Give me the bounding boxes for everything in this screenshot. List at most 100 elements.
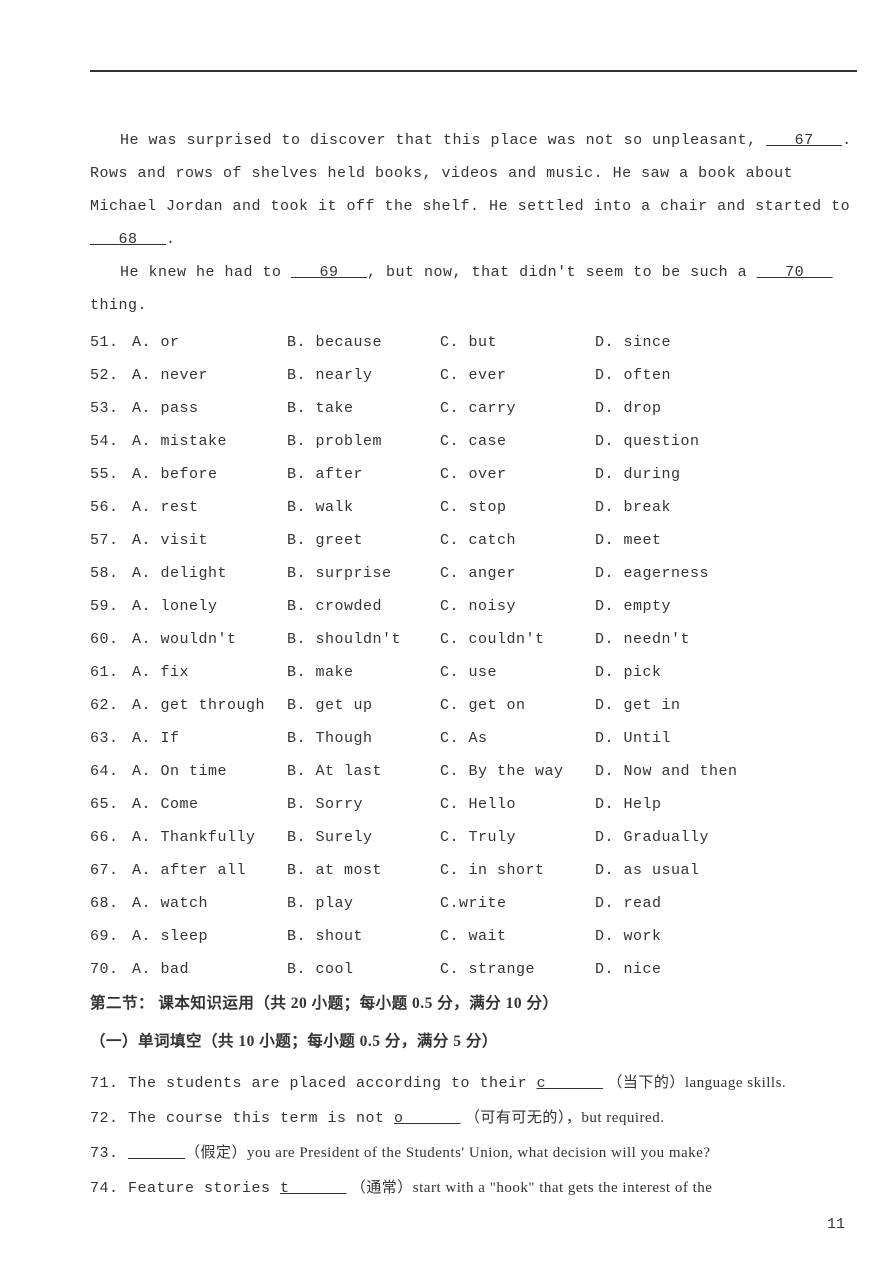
page-number: 11 <box>827 1216 845 1233</box>
passage-text: thing. <box>90 297 147 314</box>
fill-text: 72. The course this term is not <box>90 1110 394 1127</box>
passage-paragraph-2: He knew he had to 69 , but now, that did… <box>90 256 857 322</box>
option-b: B. get up <box>287 689 440 722</box>
option-number: 65. <box>90 788 132 821</box>
blank-68: 68 <box>90 231 166 248</box>
option-c: C. By the way <box>440 755 595 788</box>
passage-text: . <box>166 231 176 248</box>
blank-69: 69 <box>291 264 367 281</box>
option-a: A. mistake <box>132 425 287 458</box>
option-d: D. nice <box>595 953 857 986</box>
option-number: 68. <box>90 887 132 920</box>
option-a: A. fix <box>132 656 287 689</box>
option-c: C. in short <box>440 854 595 887</box>
blank-67: 67 <box>766 132 842 149</box>
subsection-header: （一）单词填空（共 10 小题；每小题 0.5 分，满分 5 分） <box>90 1028 857 1056</box>
option-number: 56. <box>90 491 132 524</box>
option-row: 68.A. watchB. playC.writeD. read <box>90 887 857 920</box>
option-a: A. wouldn't <box>132 623 287 656</box>
fill-question-72: 72. The course this term is not o （可有可无的… <box>90 1101 857 1136</box>
option-number: 66. <box>90 821 132 854</box>
option-c: C. strange <box>440 953 595 986</box>
option-a: A. pass <box>132 392 287 425</box>
option-a: A. lonely <box>132 590 287 623</box>
option-c: C. Truly <box>440 821 595 854</box>
option-b: B. crowded <box>287 590 440 623</box>
option-d: D. eagerness <box>595 557 857 590</box>
option-a: A. watch <box>132 887 287 920</box>
option-row: 54.A. mistakeB. problemC. caseD. questio… <box>90 425 857 458</box>
option-b: B. greet <box>287 524 440 557</box>
option-number: 58. <box>90 557 132 590</box>
fill-question-73: 73. （假定）you are President of the Student… <box>90 1136 857 1171</box>
option-b: B. surprise <box>287 557 440 590</box>
fill-text: （假定）you are President of the Students' U… <box>185 1145 710 1161</box>
option-a: A. after all <box>132 854 287 887</box>
option-d: D. break <box>595 491 857 524</box>
option-c: C. stop <box>440 491 595 524</box>
option-b: B. take <box>287 392 440 425</box>
option-row: 63.A. IfB. ThoughC. AsD. Until <box>90 722 857 755</box>
fill-text: 73. <box>90 1145 128 1162</box>
option-row: 56.A. restB. walkC. stopD. break <box>90 491 857 524</box>
option-a: A. Come <box>132 788 287 821</box>
option-number: 70. <box>90 953 132 986</box>
option-number: 51. <box>90 326 132 359</box>
option-d: D. get in <box>595 689 857 722</box>
option-d: D. since <box>595 326 857 359</box>
option-d: D. as usual <box>595 854 857 887</box>
option-b: B. because <box>287 326 440 359</box>
option-row: 59.A. lonelyB. crowdedC. noisyD. empty <box>90 590 857 623</box>
option-b: B. cool <box>287 953 440 986</box>
blank-70: 70 <box>757 264 833 281</box>
option-number: 57. <box>90 524 132 557</box>
fill-blank: t <box>280 1180 347 1197</box>
option-row: 62.A. get throughB. get upC. get onD. ge… <box>90 689 857 722</box>
option-row: 67.A. after allB. at mostC. in shortD. a… <box>90 854 857 887</box>
fill-text: （当下的）language skills. <box>603 1075 786 1091</box>
option-d: D. pick <box>595 656 857 689</box>
option-d: D. needn't <box>595 623 857 656</box>
option-row: 51.A. orB. becauseC. butD. since <box>90 326 857 359</box>
option-a: A. before <box>132 458 287 491</box>
option-c: C. use <box>440 656 595 689</box>
option-a: A. never <box>132 359 287 392</box>
option-c: C. wait <box>440 920 595 953</box>
option-d: D. Now and then <box>595 755 857 788</box>
option-row: 61.A. fixB. makeC. useD. pick <box>90 656 857 689</box>
option-a: A. If <box>132 722 287 755</box>
option-number: 60. <box>90 623 132 656</box>
option-row: 58.A. delightB. surpriseC. angerD. eager… <box>90 557 857 590</box>
option-d: D. work <box>595 920 857 953</box>
top-horizontal-rule <box>90 70 857 72</box>
option-b: B. Though <box>287 722 440 755</box>
fill-blank: o <box>394 1110 461 1127</box>
option-a: A. visit <box>132 524 287 557</box>
passage-text: He was surprised to discover that this p… <box>120 132 766 149</box>
option-b: B. after <box>287 458 440 491</box>
option-c: C. noisy <box>440 590 595 623</box>
option-c: C. ever <box>440 359 595 392</box>
option-c: C. anger <box>440 557 595 590</box>
option-b: B. shouldn't <box>287 623 440 656</box>
option-a: A. Thankfully <box>132 821 287 854</box>
option-c: C. case <box>440 425 595 458</box>
option-number: 53. <box>90 392 132 425</box>
option-number: 63. <box>90 722 132 755</box>
option-c: C. Hello <box>440 788 595 821</box>
fill-question-74: 74. Feature stories t （通常）start with a "… <box>90 1171 857 1206</box>
fill-blank <box>128 1145 185 1162</box>
option-row: 55.A. beforeB. afterC. overD. during <box>90 458 857 491</box>
fill-text: 74. Feature stories <box>90 1180 280 1197</box>
option-row: 53.A. passB. takeC. carryD. drop <box>90 392 857 425</box>
option-row: 69.A. sleepB. shoutC. waitD. work <box>90 920 857 953</box>
passage-text: , but now, that didn't seem to be such a <box>367 264 757 281</box>
option-c: C. over <box>440 458 595 491</box>
option-number: 59. <box>90 590 132 623</box>
option-row: 64.A. On timeB. At lastC. By the wayD. N… <box>90 755 857 788</box>
option-c: C. but <box>440 326 595 359</box>
fill-blank: c <box>537 1075 604 1092</box>
option-d: D. Gradually <box>595 821 857 854</box>
option-c: C. couldn't <box>440 623 595 656</box>
option-c: C. As <box>440 722 595 755</box>
